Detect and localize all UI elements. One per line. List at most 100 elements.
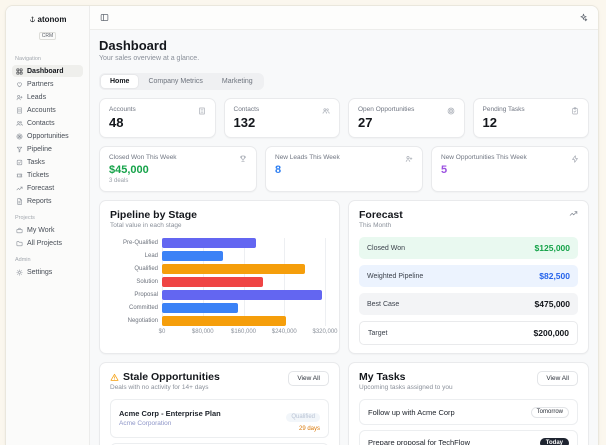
sidebar-item-label: All Projects [27,239,63,247]
sidebar-item-accounts[interactable]: Accounts [12,104,83,116]
nav-section-label: Projects [15,215,35,221]
kpi-label: Open Opportunities [358,106,415,113]
stat-value: $45,000 [109,164,149,176]
chart-bar-pre-qualified [162,238,257,248]
forecast-card: Forecast This Month Closed Won $125,000 We… [348,200,589,354]
forecast-row-label: Closed Won [367,244,406,252]
sidebar-item-settings[interactable]: Settings [12,266,83,278]
sidebar-item-forecast[interactable]: Forecast [12,182,83,194]
chart-bar-lead [162,251,224,261]
dashboard-icon [16,68,23,75]
brand-name: atonom [37,15,67,24]
building-icon [198,107,206,115]
sidebar: atonom CRM Navigation Dashboard Partners Le… [6,6,90,445]
task-item[interactable]: Follow up with Acme Corp Tomorrow [359,399,578,425]
chart-bar-row: Negotiation [128,316,325,326]
stat-row: Closed Won This Week $45,000 3 deals New Le… [99,146,589,192]
sidebar-item-tickets[interactable]: Tickets [12,169,83,181]
task-list: Follow up with Acme Corp Tomorrow Prepare … [359,399,578,445]
kpi-row: Accounts 48 Contacts 132 Open Opportunities 2… [99,98,589,138]
main-area: Dashboard Your sales overview at a glanc… [90,6,598,445]
sidebar-item-label: Tickets [27,171,49,179]
stat-card-new-leads-this-week: New Leads This Week 8 [265,146,423,192]
chart-bar-row: Committed [129,303,325,313]
kpi-card-accounts: Accounts 48 [99,98,216,138]
partners-icon [16,81,23,88]
stat-card-new-opportunities-this-week: New Opportunities This Week 5 [431,146,589,192]
my-tasks-card: My Tasks Upcoming tasks assigned to you … [348,362,589,445]
sidebar-item-label: Tasks [27,158,45,166]
chart-bar-row: Pre-Qualified [123,238,325,248]
task-due-badge: Tomorrow [530,406,569,418]
topbar [90,6,598,30]
sidebar-toggle-button[interactable] [100,13,109,22]
target-icon [447,107,455,115]
sidebar-item-my-work[interactable]: My Work [12,224,83,236]
warning-icon [110,373,119,382]
chart-gridline [325,238,326,326]
users-icon [322,107,330,115]
kpi-value: 48 [109,115,124,130]
kpi-value: 132 [233,115,256,130]
stale-opportunity-item[interactable]: Acme Corp - Enterprise Plan Acme Corporat… [110,399,329,438]
tab-marketing[interactable]: Marketing [213,75,262,88]
sidebar-item-label: Pipeline [27,145,52,153]
sparkles-icon [579,13,588,22]
panel-left-icon [100,13,109,22]
user-plus-icon [405,155,413,163]
task-due-badge: Today [539,437,569,445]
chart-x-axis: $0 $80,000 $160,000 $240,000 $320,000 [158,329,338,337]
tasks-icon [16,159,23,166]
sidebar-item-all-projects[interactable]: All Projects [12,237,83,249]
chart-bar-solution [162,277,263,287]
chart-category-label: Negotiation [127,318,158,324]
sidebar-item-opportunities[interactable]: Opportunities [12,130,83,142]
sidebar-item-reports[interactable]: Reports [12,195,83,207]
tasks-subtitle: Upcoming tasks assigned to you [359,384,453,391]
chart-gridline [284,238,286,326]
sidebar-item-label: My Work [27,226,55,234]
chart-bar-negotiation [162,316,286,326]
accounts-icon [16,107,23,114]
opportunity-name: Acme Corp - Enterprise Plan [119,409,221,419]
sidebar-item-leads[interactable]: Leads [12,91,83,103]
stat-label: New Leads This Week [275,154,340,161]
tab-home[interactable]: Home [101,75,139,88]
chart-x-tick: $0 [158,329,166,335]
sidebar-item-label: Reports [27,197,52,205]
sidebar-item-tasks[interactable]: Tasks [12,156,83,168]
sidebar-item-label: Dashboard [27,67,64,75]
stale-view-all-button[interactable]: View All [288,371,329,386]
chart-plot-area: Pre-Qualified Lead Qualified Solution Propos… [123,238,326,326]
chart-category-label: Lead [144,253,158,259]
sidebar-item-label: Partners [27,80,54,88]
kpi-label: Accounts [109,106,136,113]
theme-toggle-button[interactable] [579,13,588,22]
forecast-row-closed-won: Closed Won $125,000 [359,237,578,259]
chart-bar-row: Lead [145,251,325,261]
chart-x-tick: $80,000 [191,329,214,335]
sidebar-item-label: Forecast [27,184,55,192]
tasks-view-all-button[interactable]: View All [537,371,578,386]
forecast-row-value: $475,000 [534,299,570,309]
tab-company-metrics[interactable]: Company Metrics [139,75,211,88]
sidebar-item-contacts[interactable]: Contacts [12,117,83,129]
zap-icon [571,155,579,163]
stale-subtitle: Deals with no activity for 14+ days [110,384,209,391]
sidebar-item-pipeline[interactable]: Pipeline [12,143,83,155]
kpi-label: Contacts [233,106,260,113]
stale-item-meta: Qualified 29 days [286,405,320,432]
settings-icon [16,268,23,276]
sidebar-item-dashboard[interactable]: Dashboard [12,65,83,77]
chart-category-label: Qualified [134,266,158,272]
forecast-title: Forecast [359,209,403,221]
sidebar-item-label: Opportunities [27,132,69,140]
kpi-value: 12 [482,115,497,130]
lists-row: Stale Opportunities Deals with no activi… [99,362,589,445]
forecast-subtitle: This Month [359,222,392,229]
stale-opportunities-card: Stale Opportunities Deals with no activi… [99,362,340,445]
task-item[interactable]: Prepare proposal for TechFlow Today [359,430,578,445]
sidebar-item-partners[interactable]: Partners [12,78,83,90]
folder-icon [16,240,23,247]
forecast-row-weighted-pipeline: Weighted Pipeline $82,500 [359,265,578,287]
